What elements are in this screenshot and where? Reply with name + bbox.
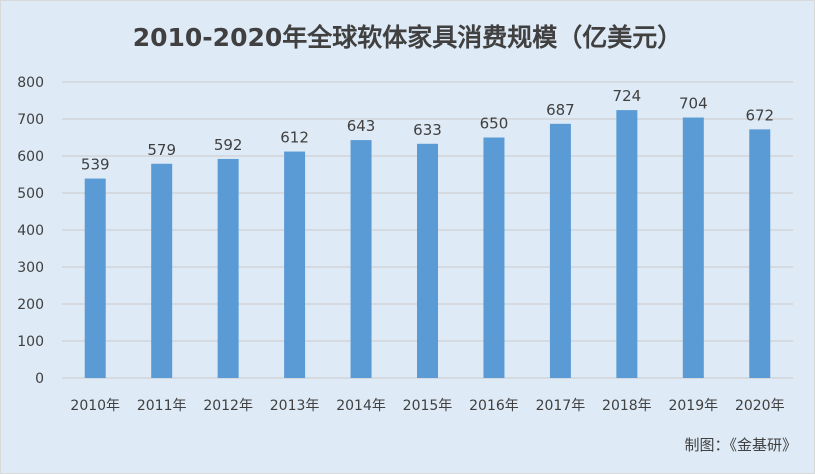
x-tick-label: 2016年 (469, 398, 519, 414)
bar (483, 137, 505, 378)
y-tick-label: 700 (17, 112, 44, 128)
bars (84, 110, 771, 379)
data-label: 579 (147, 141, 176, 159)
bar (549, 123, 571, 378)
y-tick-label: 500 (17, 186, 44, 202)
x-axis: 2010年 2011年 2012年 2013年 2014年 2015年 2016年 2017年… (70, 398, 784, 414)
y-tick-label: 300 (17, 260, 44, 276)
data-label: 724 (613, 87, 642, 105)
data-label: 643 (347, 117, 376, 135)
y-tick-label: 800 (17, 75, 44, 91)
data-label: 633 (413, 121, 442, 139)
y-tick-label: 400 (17, 223, 44, 239)
data-label: 592 (214, 136, 243, 154)
x-tick-label: 2011年 (137, 398, 187, 414)
chart-title: 2010-2020年全球软体家具消费规模（亿美元） (132, 23, 683, 52)
x-tick-label: 2013年 (270, 398, 320, 414)
data-label: 704 (679, 95, 708, 113)
bar (350, 140, 372, 378)
bar (749, 129, 771, 378)
y-tick-label: 600 (17, 149, 44, 165)
data-label: 687 (546, 101, 575, 119)
data-label: 650 (480, 115, 509, 133)
y-axis: 0 100 200 300 400 500 600 700 800 (17, 75, 44, 387)
bar (616, 110, 638, 379)
source-note: 制图：《金基研》 (684, 436, 797, 454)
bar (417, 143, 438, 378)
bar (217, 158, 239, 378)
x-tick-label: 2017年 (536, 398, 586, 414)
x-tick-label: 2010年 (70, 398, 120, 414)
data-label: 612 (280, 129, 309, 147)
data-labels: 539 579 592 612 643 633 650 687 724 704 672 (81, 87, 774, 173)
x-tick-label: 2019年 (668, 398, 718, 414)
x-tick-label: 2014年 (336, 398, 386, 414)
bar (284, 151, 306, 378)
data-label: 672 (745, 106, 774, 124)
x-tick-label: 2020年 (735, 398, 785, 414)
bar (682, 117, 704, 379)
x-tick-label: 2012年 (203, 398, 253, 414)
y-tick-label: 100 (17, 334, 44, 350)
data-label: 539 (81, 156, 110, 174)
bar (84, 178, 106, 378)
x-tick-label: 2015年 (403, 398, 453, 414)
x-tick-label: 2018年 (602, 398, 652, 414)
bar (151, 163, 173, 378)
y-tick-label: 0 (35, 371, 44, 387)
y-tick-label: 200 (17, 297, 44, 313)
